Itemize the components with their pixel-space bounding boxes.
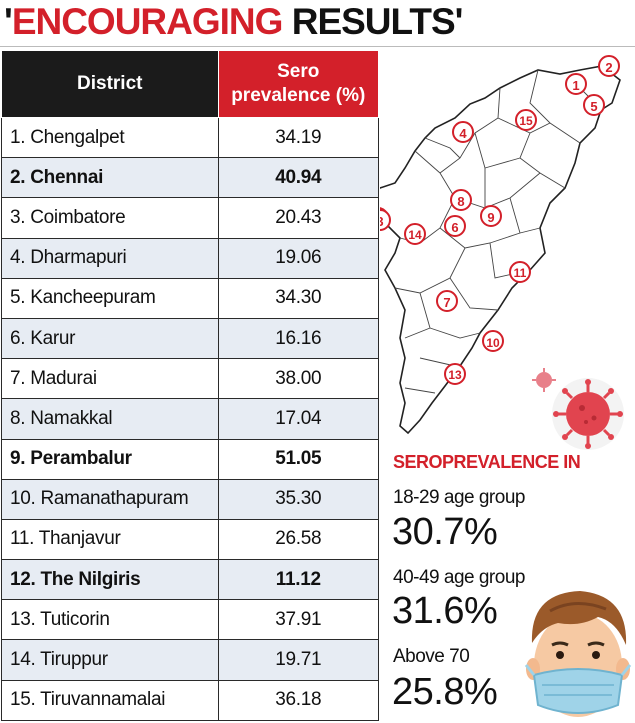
- map-marker-5: 5: [590, 99, 597, 114]
- district-name-cell: 12. The Nilgiris: [1, 559, 219, 601]
- column-header-sero-prevalence: Sero prevalence (%): [217, 50, 379, 118]
- district-name-cell: 14. Tiruppur: [1, 639, 219, 681]
- sero-value-cell: 34.19: [217, 116, 379, 159]
- map-marker-1: 1: [572, 78, 579, 93]
- sero-value-cell: 36.18: [217, 679, 379, 721]
- district-name-cell: 13. Tuticorin: [1, 599, 219, 641]
- column-header-district: District: [1, 50, 219, 118]
- age-group-label-3: Above 70: [393, 646, 470, 667]
- table-body: 1. Chengalpet 34.19 2. Chennai 40.94 3. Coim…: [1, 116, 379, 721]
- map-marker-11: 11: [514, 266, 527, 280]
- table-row: 15. Tiruvannamalai 36.18: [1, 679, 379, 721]
- column-header-sero-line1: Sero: [277, 61, 320, 82]
- title-rest: RESULTS': [282, 1, 464, 42]
- district-name-cell: 7. Madurai: [1, 358, 219, 400]
- age-group-label-2: 40-49 age group: [393, 567, 525, 588]
- sero-value-cell: 38.00: [217, 358, 379, 400]
- sero-value-cell: 40.94: [217, 157, 379, 199]
- table-row: 11. Thanjavur 26.58: [1, 518, 379, 561]
- district-name-cell: 2. Chennai: [1, 157, 219, 199]
- age-group-value-2: 31.6%: [392, 590, 498, 632]
- sero-value-cell: 11.12: [217, 559, 379, 601]
- sero-prevalence-table: District Sero prevalence (%) 1. Chengalp…: [1, 50, 379, 721]
- district-name-cell: 10. Ramanathapuram: [1, 478, 219, 520]
- table-row: 6. Karur 16.16: [1, 317, 379, 360]
- sero-value-cell: 51.05: [217, 438, 379, 480]
- sero-value-cell: 19.71: [217, 639, 379, 681]
- map-marker-6: 6: [451, 220, 458, 235]
- table-row: 1. Chengalpet 34.19: [1, 116, 379, 159]
- district-name-cell: 8. Namakkal: [1, 398, 219, 440]
- sero-value-cell: 19.06: [217, 237, 379, 279]
- district-name-cell: 9. Perambalur: [1, 438, 219, 480]
- age-group-label-1: 18-29 age group: [393, 487, 525, 508]
- district-name-cell: 1. Chengalpet: [1, 116, 219, 159]
- district-name-cell: 6. Karur: [1, 317, 219, 360]
- map-marker-8: 8: [457, 194, 464, 209]
- sero-value-cell: 35.30: [217, 478, 379, 520]
- page-title: 'ENCOURAGING RESULTS': [4, 0, 634, 44]
- district-name-cell: 3. Coimbatore: [1, 197, 219, 239]
- table-header-row: District Sero prevalence (%): [1, 50, 379, 118]
- district-name-cell: 15. Tiruvannamalai: [1, 679, 219, 721]
- table-row: 9. Perambalur 51.05: [1, 438, 379, 480]
- map-marker-9: 9: [487, 210, 494, 225]
- map-marker-13: 13: [448, 368, 462, 382]
- title-accent-word: ENCOURAGING: [11, 1, 284, 42]
- table-row: 7. Madurai 38.00: [1, 358, 379, 400]
- seroprevalence-heading: SEROPREVALENCE IN: [393, 452, 581, 472]
- sero-value-cell: 26.58: [217, 518, 379, 561]
- map-marker-7: 7: [443, 295, 450, 310]
- table-row: 14. Tiruppur 19.71: [1, 639, 379, 681]
- table-row: 5. Kancheepuram 34.30: [1, 277, 379, 319]
- sero-value-cell: 37.91: [217, 599, 379, 641]
- map-marker-4: 4: [459, 126, 467, 141]
- map-marker-2: 2: [605, 60, 612, 75]
- table-row: 8. Namakkal 17.04: [1, 398, 379, 440]
- tamil-nadu-map-icon: 1 2 3 4 5 6 7 8 9 10 11 12 13 14 15: [380, 55, 621, 435]
- age-group-value-3: 25.8%: [392, 671, 498, 713]
- masked-face-icon: [524, 591, 632, 717]
- table-row: 3. Coimbatore 20.43: [1, 197, 379, 239]
- table-row: 10. Ramanathapuram 35.30: [1, 478, 379, 520]
- title-divider: [0, 46, 635, 47]
- table-row: 2. Chennai 40.94: [1, 157, 379, 199]
- district-name-cell: 11. Thanjavur: [1, 518, 219, 561]
- title-quote-open: ': [4, 1, 13, 42]
- virus-icon: [532, 368, 624, 450]
- table-row: 4. Dharmapuri 19.06: [1, 237, 379, 279]
- sero-value-cell: 17.04: [217, 398, 379, 440]
- table-row: 13. Tuticorin 37.91: [1, 599, 379, 641]
- map-marker-10: 10: [486, 336, 500, 350]
- sero-value-cell: 20.43: [217, 197, 379, 239]
- district-name-cell: 4. Dharmapuri: [1, 237, 219, 279]
- table-row: 12. The Nilgiris 11.12: [1, 559, 379, 601]
- sero-value-cell: 34.30: [217, 277, 379, 319]
- map-marker-3: 3: [380, 214, 384, 229]
- map-marker-14: 14: [408, 228, 422, 242]
- age-group-value-1: 30.7%: [392, 511, 498, 553]
- district-markers: 1 2 3 4 5 6 7 8 9 10 11 12 13 14 15: [380, 55, 620, 385]
- map-marker-15: 15: [519, 114, 533, 128]
- district-name-cell: 5. Kancheepuram: [1, 277, 219, 319]
- sero-value-cell: 16.16: [217, 317, 379, 360]
- column-header-sero-line2: prevalence (%): [231, 85, 366, 106]
